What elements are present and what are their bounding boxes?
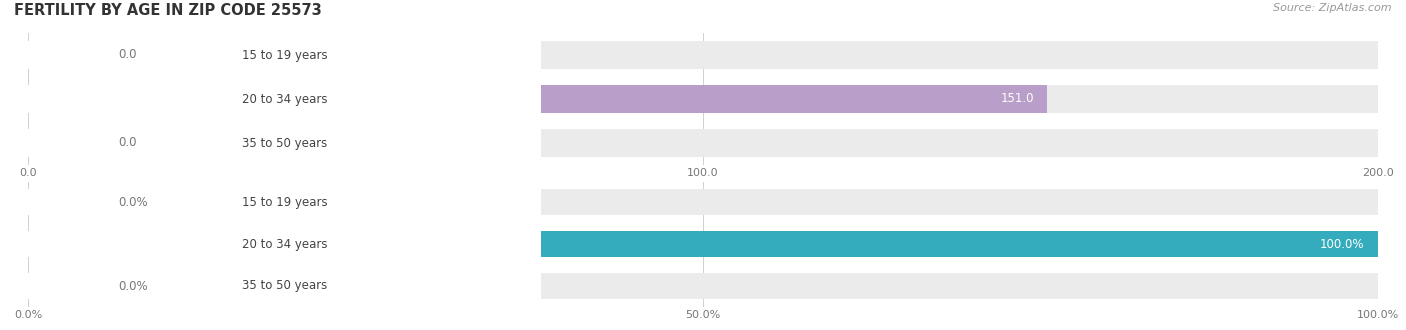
Text: 0.0%: 0.0% (118, 280, 148, 292)
Text: FERTILITY BY AGE IN ZIP CODE 25573: FERTILITY BY AGE IN ZIP CODE 25573 (14, 3, 322, 18)
Text: Source: ZipAtlas.com: Source: ZipAtlas.com (1274, 3, 1392, 13)
Text: 20 to 34 years: 20 to 34 years (242, 92, 328, 106)
Bar (28, 231, 541, 257)
Bar (28, 85, 541, 113)
Text: 151.0: 151.0 (1000, 92, 1033, 106)
Bar (28, 41, 1378, 69)
Bar (28, 231, 1378, 257)
Bar (28, 273, 541, 299)
Bar (28, 189, 103, 215)
Text: 15 to 19 years: 15 to 19 years (242, 196, 328, 209)
Bar (28, 85, 1047, 113)
Bar (28, 129, 541, 157)
Text: 0.0: 0.0 (118, 49, 136, 61)
Bar (28, 273, 1378, 299)
Text: 0.0: 0.0 (118, 137, 136, 149)
Text: 0.0%: 0.0% (118, 196, 148, 209)
Bar (28, 41, 541, 69)
Bar (28, 129, 1378, 157)
Bar (28, 85, 1378, 113)
Text: 35 to 50 years: 35 to 50 years (242, 137, 328, 149)
Text: 20 to 34 years: 20 to 34 years (242, 238, 328, 251)
Text: 15 to 19 years: 15 to 19 years (242, 49, 328, 61)
Bar (28, 41, 103, 69)
Bar (28, 189, 541, 215)
Bar (28, 231, 1378, 257)
Bar (28, 189, 1378, 215)
Text: 35 to 50 years: 35 to 50 years (242, 280, 328, 292)
Bar (28, 129, 103, 157)
Bar (28, 273, 103, 299)
Text: 100.0%: 100.0% (1320, 238, 1364, 251)
